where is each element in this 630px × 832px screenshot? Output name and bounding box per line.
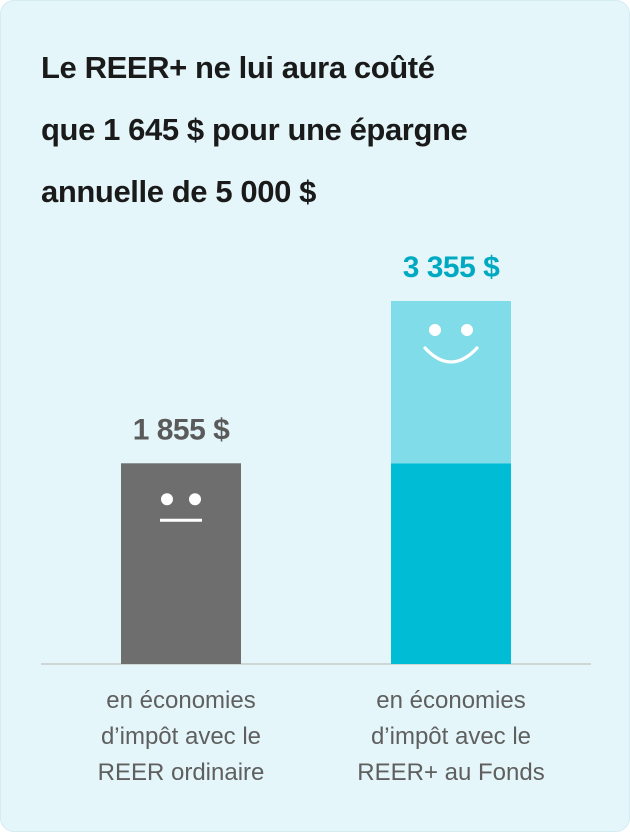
caption-plus-line-3: REER+ au Fonds — [357, 759, 545, 786]
title-line-3: annuelle de 5 000 $ — [41, 174, 316, 209]
value-label-plus: 3 355 $ — [403, 251, 500, 284]
bar-plus-base — [391, 463, 511, 664]
caption-plus-line-1: en économies — [376, 687, 526, 714]
bar-regular — [121, 463, 241, 664]
chart-title: Le REER+ ne lui aura coûté que 1 645 $ p… — [41, 37, 601, 223]
caption-plus-line-2: d’impôt avec le — [370, 723, 532, 750]
caption-regular: en économies d’impôt avec le REER ordina… — [51, 683, 311, 791]
caption-regular-line-2: d’impôt avec le — [100, 723, 262, 750]
caption-regular-line-3: REER ordinaire — [97, 759, 265, 786]
bar-plus-top-segment — [391, 301, 511, 464]
smiley-face-icon — [423, 324, 479, 364]
title-line-2: que 1 645 $ pour une épargne — [41, 112, 468, 147]
caption-regular-line-1: en économies — [106, 687, 256, 714]
caption-plus: en économies d’impôt avec le REER+ au Fo… — [321, 683, 581, 791]
neutral-face-icon — [160, 493, 202, 522]
title-line-1: Le REER+ ne lui aura coûté — [41, 50, 435, 85]
value-label-regular: 1 855 $ — [133, 413, 230, 446]
